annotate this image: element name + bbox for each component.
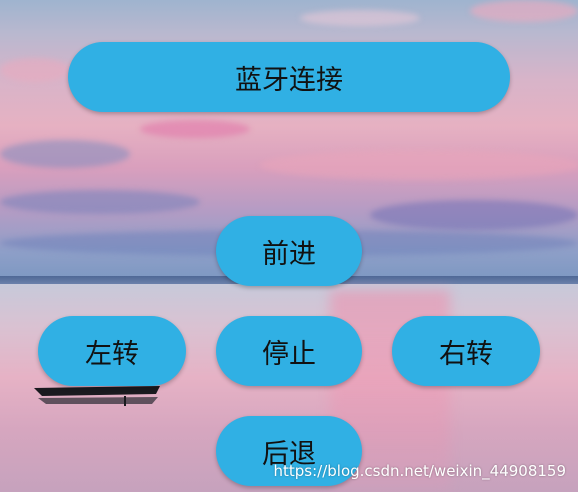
cloud	[260, 150, 578, 180]
stop-button[interactable]: 停止	[216, 316, 362, 386]
watermark-text: https://blog.csdn.net/weixin_44908159	[273, 462, 566, 480]
turn-left-label: 左转	[85, 338, 139, 370]
cloud	[300, 10, 420, 26]
boat-silhouette	[34, 386, 160, 406]
forward-button[interactable]: 前进	[216, 216, 362, 286]
stop-label: 停止	[262, 338, 316, 370]
bluetooth-connect-button[interactable]: 蓝牙连接	[68, 42, 510, 112]
bluetooth-connect-label: 蓝牙连接	[235, 64, 343, 96]
cloud	[0, 140, 130, 168]
backward-button[interactable]: 后退	[216, 416, 362, 486]
cloud	[370, 200, 578, 230]
turn-right-button[interactable]: 右转	[392, 316, 540, 386]
turn-left-button[interactable]: 左转	[38, 316, 186, 386]
turn-right-label: 右转	[439, 338, 493, 370]
cloud	[0, 190, 200, 214]
backward-label: 后退	[262, 438, 316, 470]
cloud	[140, 120, 250, 138]
cloud	[0, 58, 70, 82]
cloud	[470, 0, 578, 22]
forward-label: 前进	[262, 238, 316, 270]
